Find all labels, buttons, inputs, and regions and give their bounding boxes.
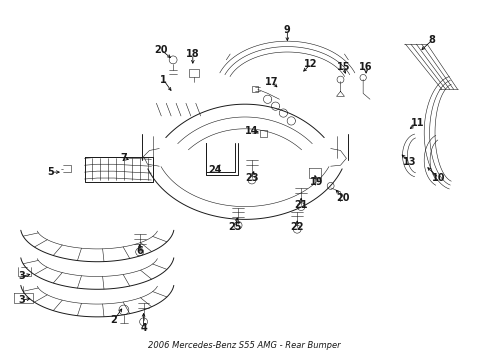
Text: 10: 10 [431, 173, 445, 183]
Text: 3: 3 [18, 295, 25, 305]
Text: 25: 25 [228, 222, 242, 232]
Text: 4: 4 [140, 323, 147, 333]
Text: 24: 24 [208, 165, 222, 175]
Text: 18: 18 [185, 49, 199, 59]
Text: 9: 9 [284, 25, 290, 35]
Text: 16: 16 [359, 62, 372, 72]
Text: 20: 20 [336, 193, 349, 203]
Bar [251, 86, 257, 93]
Text: 12: 12 [304, 59, 317, 69]
Text: 5: 5 [47, 167, 54, 177]
Text: 1: 1 [160, 75, 166, 85]
Text: 14: 14 [244, 126, 258, 136]
Text: 3: 3 [18, 271, 25, 282]
Text: 19: 19 [309, 177, 323, 187]
Text: 20: 20 [154, 45, 168, 55]
Text: 15: 15 [336, 62, 349, 72]
Text: 2006 Mercedes-Benz S55 AMG - Rear Bumper: 2006 Mercedes-Benz S55 AMG - Rear Bumper [148, 341, 340, 350]
Text: 21: 21 [294, 199, 307, 210]
Text: 22: 22 [290, 222, 304, 232]
Text: 8: 8 [428, 35, 435, 45]
Bar [188, 69, 198, 77]
Text: 17: 17 [264, 77, 278, 86]
Text: 13: 13 [402, 157, 415, 167]
Bar [259, 130, 266, 137]
Text: 11: 11 [410, 118, 423, 128]
Text: 7: 7 [120, 153, 127, 163]
Text: 2: 2 [110, 315, 117, 325]
Text: 23: 23 [244, 173, 258, 183]
Text: 6: 6 [136, 246, 142, 256]
